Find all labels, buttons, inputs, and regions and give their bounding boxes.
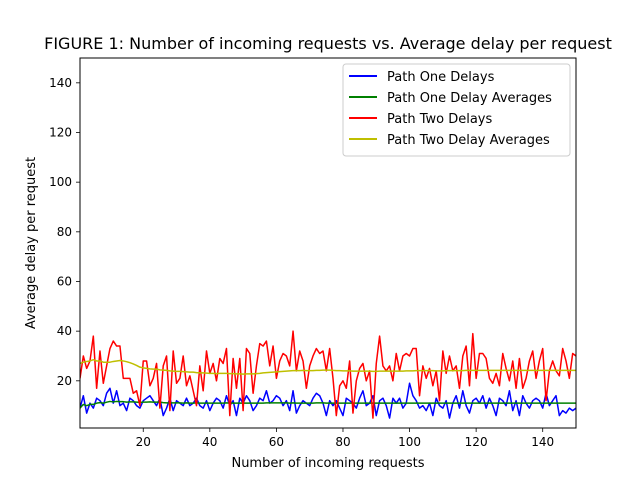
x-tick-label: 20 bbox=[136, 435, 151, 449]
legend-label: Path One Delays bbox=[387, 70, 495, 85]
plot-area bbox=[80, 330, 576, 419]
axes-frame bbox=[79, 57, 577, 429]
legend-label: Path Two Delay Averages bbox=[387, 133, 550, 148]
y-tick-label: 140 bbox=[49, 76, 72, 90]
y-tick-label: 60 bbox=[57, 274, 72, 288]
x-tick-label: 140 bbox=[531, 435, 554, 449]
series-line-path-one-delays bbox=[80, 382, 576, 419]
legend-label: Path One Delay Averages bbox=[387, 91, 552, 106]
x-tick-label: 100 bbox=[398, 435, 421, 449]
y-tick-label: 20 bbox=[57, 374, 72, 388]
y-axis-label: Average delay per request bbox=[24, 157, 39, 329]
x-axis: 20 40 60 80 100 120 140 bbox=[136, 428, 554, 449]
y-tick-label: 40 bbox=[57, 324, 72, 338]
x-axis-label: Number of incoming requests bbox=[231, 456, 424, 471]
x-tick-label: 120 bbox=[465, 435, 488, 449]
x-tick-label: 60 bbox=[269, 435, 284, 449]
y-axis: 20 40 60 80 100 120 140 bbox=[49, 76, 80, 388]
legend-label: Path Two Delays bbox=[387, 112, 492, 127]
chart-title: FIGURE 1: Number of incoming requests vs… bbox=[44, 34, 612, 53]
series-line-path-two-delay-averages bbox=[80, 358, 576, 375]
y-tick-label: 120 bbox=[49, 125, 72, 139]
legend: Path One Delays Path One Delay Averages Pa… bbox=[342, 63, 571, 157]
series-line-path-one-delay-averages bbox=[80, 400, 576, 409]
x-tick-label: 80 bbox=[335, 435, 350, 449]
y-tick-label: 100 bbox=[49, 175, 72, 189]
y-tick-label: 80 bbox=[57, 225, 72, 239]
series-line-path-two-delays bbox=[80, 330, 576, 419]
legend-box bbox=[342, 63, 571, 157]
x-tick-label: 40 bbox=[202, 435, 217, 449]
